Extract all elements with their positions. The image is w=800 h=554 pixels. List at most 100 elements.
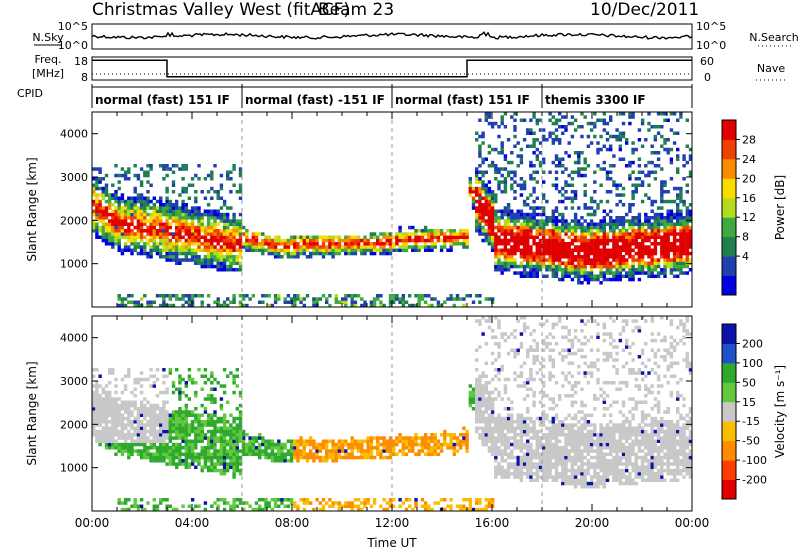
heatmap-cell xyxy=(92,183,96,187)
heatmap-cell xyxy=(637,242,642,246)
heatmap-cell xyxy=(184,446,188,450)
heatmap-cell xyxy=(194,426,198,430)
chart-title: Christmas Valley West (fitACF) xyxy=(92,0,351,20)
heatmap-cell xyxy=(510,177,514,181)
heatmap-cell xyxy=(490,206,495,210)
heatmap-cell xyxy=(187,216,192,220)
heatmap-cell xyxy=(194,413,198,417)
heatmap-cell xyxy=(513,468,517,473)
heatmap-cell xyxy=(136,436,141,440)
heatmap-cell xyxy=(181,459,185,463)
heatmap-cell xyxy=(190,251,195,256)
heatmap-cell xyxy=(181,251,185,256)
heatmap-cell xyxy=(621,112,626,116)
heatmap-cell xyxy=(117,403,121,408)
heatmap-cell xyxy=(443,300,447,304)
heatmap-cell xyxy=(155,219,160,223)
heatmap-cell xyxy=(423,433,428,437)
heatmap-cell xyxy=(143,410,147,414)
heatmap-cell xyxy=(538,264,543,269)
heatmap-cell xyxy=(660,186,664,191)
heatmap-cell xyxy=(414,235,418,239)
heatmap-cell xyxy=(152,504,156,508)
heatmap-cell xyxy=(503,125,508,129)
heatmap-cell xyxy=(484,423,488,427)
heatmap-cell xyxy=(181,377,185,382)
heatmap-cell xyxy=(554,229,559,233)
heatmap-cell xyxy=(296,439,300,443)
heatmap-cell xyxy=(315,245,319,249)
heatmap-cell xyxy=(181,167,185,171)
heatmap-cell xyxy=(542,264,546,269)
heatmap-cell xyxy=(567,173,571,178)
heatmap-cell xyxy=(510,255,514,259)
heatmap-cell xyxy=(123,423,128,427)
heatmap-cell xyxy=(155,459,160,463)
heatmap-cell xyxy=(494,219,498,223)
heatmap-cell xyxy=(561,193,565,197)
heatmap-cell xyxy=(653,212,658,217)
heatmap-cell xyxy=(203,368,208,372)
heatmap-cell xyxy=(682,238,686,243)
heatmap-cell xyxy=(650,235,654,239)
heatmap-cell xyxy=(411,225,415,230)
heatmap-cell xyxy=(152,420,156,424)
heatmap-cell xyxy=(136,449,141,453)
heatmap-cell xyxy=(286,439,291,443)
heatmap-cell xyxy=(570,268,575,272)
heatmap-cell xyxy=(500,364,504,369)
heatmap-cell xyxy=(542,212,546,217)
heatmap-cell xyxy=(487,235,492,239)
heatmap-cell xyxy=(529,248,533,252)
heatmap-cell xyxy=(522,138,527,142)
heatmap-cell xyxy=(542,138,546,142)
heatmap-cell xyxy=(554,232,559,236)
heatmap-cell xyxy=(165,167,169,171)
heatmap-cell xyxy=(666,138,670,142)
heatmap-cell xyxy=(478,180,482,184)
heatmap-cell xyxy=(194,459,198,463)
heatmap-cell xyxy=(139,251,144,256)
heatmap-cell xyxy=(392,245,396,249)
heatmap-cell xyxy=(92,225,96,230)
heatmap-cell xyxy=(439,442,444,447)
heatmap-cell xyxy=(203,225,208,230)
heatmap-cell xyxy=(143,251,147,256)
heatmap-cell xyxy=(583,115,587,119)
heatmap-cell xyxy=(270,303,275,308)
heatmap-cell xyxy=(580,216,584,220)
heatmap-cell xyxy=(593,199,597,204)
heatmap-cell xyxy=(503,416,508,421)
heatmap-cell xyxy=(506,439,511,443)
heatmap-cell xyxy=(293,504,297,508)
heatmap-cell xyxy=(222,384,227,388)
heatmap-cell xyxy=(296,297,300,301)
heatmap-cell xyxy=(111,219,115,223)
heatmap-cell xyxy=(551,245,555,249)
heatmap-cell xyxy=(194,196,198,200)
heatmap-cell xyxy=(219,436,224,440)
heatmap-cell xyxy=(385,242,389,246)
heatmap-cell xyxy=(369,235,374,239)
heatmap-cell xyxy=(293,439,297,443)
heatmap-cell xyxy=(229,255,233,259)
heatmap-cell xyxy=(567,229,571,233)
heatmap-cell xyxy=(120,303,125,308)
heatmap-cell xyxy=(449,297,453,301)
heatmap-cell xyxy=(213,423,217,427)
heatmap-cell xyxy=(331,248,335,252)
heatmap-cell xyxy=(535,212,539,217)
heatmap-cell xyxy=(111,420,115,424)
heatmap-cell xyxy=(471,190,476,194)
heatmap-cell xyxy=(404,498,409,502)
heatmap-cell xyxy=(165,449,169,453)
heatmap-cell xyxy=(197,455,201,460)
heatmap-cell xyxy=(490,452,495,456)
heatmap-cell xyxy=(388,245,393,249)
heatmap-cell xyxy=(513,222,517,226)
heatmap-cell xyxy=(545,248,549,252)
heatmap-cell xyxy=(162,426,166,430)
heatmap-cell xyxy=(605,199,610,204)
heatmap-cell xyxy=(379,238,383,243)
heatmap-cell xyxy=(618,277,622,282)
